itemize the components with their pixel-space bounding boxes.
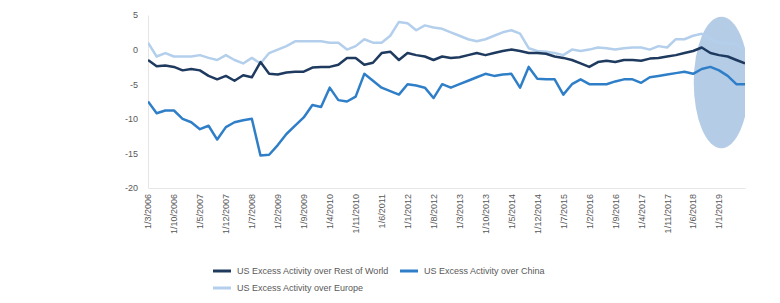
x-tick: 1/11/2017 [663, 188, 673, 233]
x-tick: 1/9/2016 [611, 188, 621, 229]
y-tick: 0 [133, 45, 148, 55]
x-tick: 1/12/2014 [533, 188, 543, 234]
plot-area [148, 17, 745, 156]
x-tick-label: 1/7/2008 [247, 194, 257, 229]
x-tick-label: 1/2/2016 [585, 194, 595, 229]
y-tick: -10 [125, 114, 148, 124]
x-tick: 1/1/2012 [403, 188, 413, 229]
x-tick-label: 1/3/2006 [143, 194, 153, 229]
x-tick-label: 1/3/2013 [455, 194, 465, 229]
legend: US Excess Activity over Rest of World US … [213, 266, 545, 293]
x-tick-label: 1/12/2014 [533, 194, 543, 234]
x-tick: 1/12/2007 [221, 188, 231, 234]
x-tick-label: 1/10/2006 [169, 194, 179, 234]
legend-label: US Excess Activity over Europe [237, 283, 363, 293]
legend-swatch [213, 270, 231, 273]
x-tick-label: 1/4/2010 [325, 194, 335, 229]
x-tick-label: 1/10/2013 [481, 194, 491, 234]
y-tick-label: -15 [125, 149, 138, 159]
x-tick: 1/4/2010 [325, 188, 335, 229]
x-tick: 1/5/2007 [195, 188, 205, 229]
highlight [694, 17, 745, 148]
legend-item: US Excess Activity over Europe [213, 283, 363, 293]
x-tick: 1/10/2006 [169, 188, 179, 234]
legend-swatch [213, 287, 231, 290]
x-tick: 1/7/2008 [247, 188, 257, 229]
y-tick-label: 5 [133, 10, 138, 20]
x-tick-label: 1/11/2010 [351, 194, 361, 233]
legend-label: US Excess Activity over China [424, 266, 545, 276]
x-tick-label: 1/6/2011 [377, 194, 387, 228]
x-tick-label: 1/4/2017 [637, 194, 647, 229]
x-tick: 1/7/2015 [559, 188, 569, 229]
x-tick: 1/10/2013 [481, 188, 491, 234]
y-tick: 5 [133, 10, 148, 20]
x-tick-label: 1/9/2009 [299, 194, 309, 229]
y-tick-label: -20 [125, 183, 138, 193]
legend-label: US Excess Activity over Rest of World [237, 266, 388, 276]
x-tick: 1/5/2014 [507, 188, 517, 229]
y-tick-label: 0 [133, 45, 138, 55]
x-tick-label: 1/11/2017 [663, 194, 673, 233]
y-tick: -15 [125, 149, 148, 159]
x-tick: 1/6/2018 [688, 188, 698, 229]
x-tick-label: 1/12/2007 [221, 194, 231, 234]
y-tick-label: -10 [125, 114, 138, 124]
y-tick-label: -5 [130, 80, 138, 90]
x-tick-label: 1/1/2012 [403, 194, 413, 229]
x-tick-label: 1/1/2019 [714, 194, 724, 229]
legend-item: US Excess Activity over Rest of World [213, 266, 388, 276]
series-line [148, 48, 745, 81]
legend-item: US Excess Activity over China [400, 266, 545, 276]
x-tick-label: 1/9/2016 [611, 194, 621, 229]
legend-swatch [400, 270, 418, 273]
x-tick: 1/9/2009 [299, 188, 309, 229]
x-axis-line [149, 188, 746, 189]
y-tick: -5 [130, 80, 148, 90]
x-axis: 1/3/2006 1/10/2006 1/5/2007 1/12/2007 1/7/20… [143, 188, 745, 234]
x-tick: 1/8/2012 [429, 188, 439, 229]
x-tick-label: 1/5/2014 [507, 194, 517, 229]
x-tick: 1/1/2019 [714, 188, 724, 229]
x-tick: 1/3/2006 [143, 188, 153, 229]
x-tick: 1/11/2010 [351, 188, 361, 233]
x-tick: 1/2/2016 [585, 188, 595, 229]
x-tick: 1/4/2017 [637, 188, 647, 229]
x-tick-label: 1/5/2007 [195, 194, 205, 229]
x-tick: 1/3/2013 [455, 188, 465, 229]
x-tick-label: 1/6/2018 [688, 194, 698, 229]
x-tick-label: 1/7/2015 [559, 194, 569, 229]
y-axis: -20 -15 -10 -5 0 5 [125, 10, 149, 193]
chart: -20-15-10-5051/3/20061/10/20061/5/20071/… [0, 0, 780, 303]
x-tick-label: 1/8/2012 [429, 194, 439, 229]
y-tick: -20 [125, 183, 148, 193]
x-tick-label: 1/2/2009 [273, 194, 283, 229]
x-tick: 1/2/2009 [273, 188, 283, 229]
x-tick: 1/6/2011 [377, 188, 387, 228]
